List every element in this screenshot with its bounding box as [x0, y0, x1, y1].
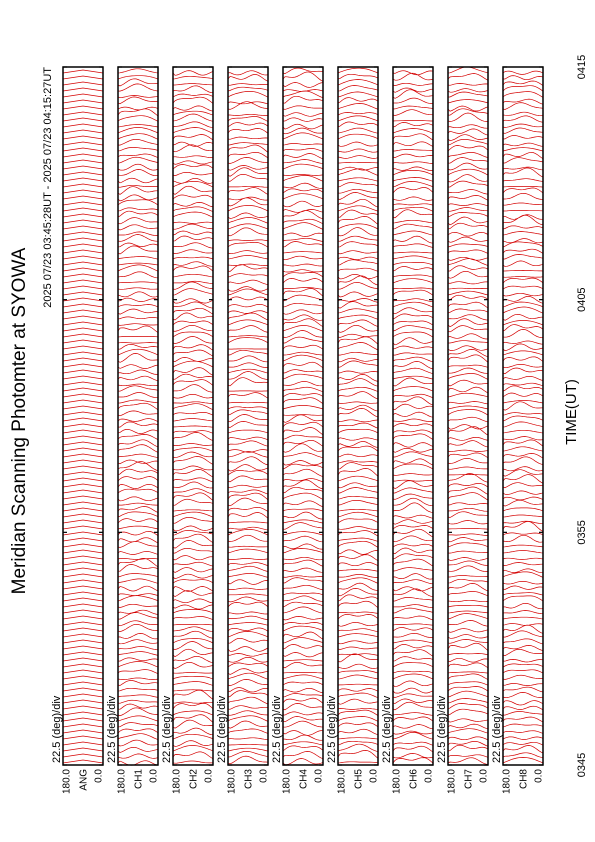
y-tick-label: 0.0	[259, 769, 270, 783]
scan-traces	[392, 70, 434, 764]
y-tick-label: 0.0	[94, 769, 105, 783]
x-tick-label: 0355	[576, 520, 588, 544]
scan-traces	[227, 70, 269, 765]
scale-label: 22.5 (deg)/div	[271, 695, 283, 763]
panel-frame	[392, 66, 434, 766]
panel-frame	[172, 66, 214, 766]
y-tick-label: 180.0	[282, 769, 293, 794]
y-tick-label: 180.0	[117, 769, 128, 794]
panel-frame	[282, 66, 324, 766]
panel-frame	[227, 66, 269, 766]
y-tick-label: 180.0	[392, 769, 403, 794]
y-tick-label: 180.0	[337, 769, 348, 794]
panel-frame	[447, 66, 489, 766]
panel-label: CH8	[519, 769, 530, 789]
y-tick-label: 0.0	[149, 769, 160, 783]
panel-label: CH5	[354, 769, 365, 789]
panel-frame	[62, 66, 104, 766]
panel-label: ANG	[79, 769, 90, 791]
panel-label: CH7	[464, 769, 475, 789]
y-tick-label: 180.0	[227, 769, 238, 794]
scale-label: 22.5 (deg)/div	[326, 695, 338, 763]
y-tick-label: 0.0	[534, 769, 545, 783]
scale-label: 22.5 (deg)/div	[491, 695, 503, 763]
scan-traces	[62, 69, 104, 764]
x-tick-label: 0415	[576, 55, 588, 79]
panel-label: CH1	[134, 769, 145, 789]
scan-traces	[117, 68, 159, 766]
scan-traces	[447, 66, 489, 765]
x-tick-label: 0405	[576, 287, 588, 311]
y-tick-label: 0.0	[479, 769, 490, 783]
scale-label: 22.5 (deg)/div	[51, 695, 63, 763]
scan-traces	[502, 70, 544, 764]
panel-label: CH3	[244, 769, 255, 789]
scale-label: 22.5 (deg)/div	[216, 695, 228, 763]
scan-traces	[282, 67, 324, 766]
panel-label: CH6	[409, 769, 420, 789]
x-axis-label: TIME(UT)	[563, 379, 580, 445]
panel-frame	[117, 66, 159, 766]
panel-label: CH4	[299, 769, 310, 789]
scale-label: 22.5 (deg)/div	[106, 695, 118, 763]
y-tick-label: 0.0	[369, 769, 380, 783]
y-tick-label: 180.0	[172, 769, 183, 794]
y-tick-label: 0.0	[314, 769, 325, 783]
scan-traces	[172, 70, 214, 764]
scan-traces	[337, 67, 379, 764]
panel-frame	[337, 66, 379, 766]
scale-label: 22.5 (deg)/div	[161, 695, 173, 763]
rotated-chart: Meridian Scanning Photomter at SYOWA 202…	[9, 55, 588, 794]
panel-frame	[502, 66, 544, 766]
y-tick-label: 180.0	[447, 769, 458, 794]
x-tick-label: 0345	[576, 753, 588, 777]
panel-label: CH2	[189, 769, 200, 789]
chart-title: Meridian Scanning Photomter at SYOWA	[9, 247, 30, 594]
chart-subtitle: 2025 07/23 03:45:28UT - 2025 07/23 04:15…	[42, 67, 54, 308]
y-tick-label: 0.0	[424, 769, 435, 783]
y-tick-label: 180.0	[62, 769, 73, 794]
scale-label: 22.5 (deg)/div	[381, 695, 393, 763]
scale-label: 22.5 (deg)/div	[436, 695, 448, 763]
y-tick-label: 180.0	[502, 769, 513, 794]
y-tick-label: 0.0	[204, 769, 215, 783]
